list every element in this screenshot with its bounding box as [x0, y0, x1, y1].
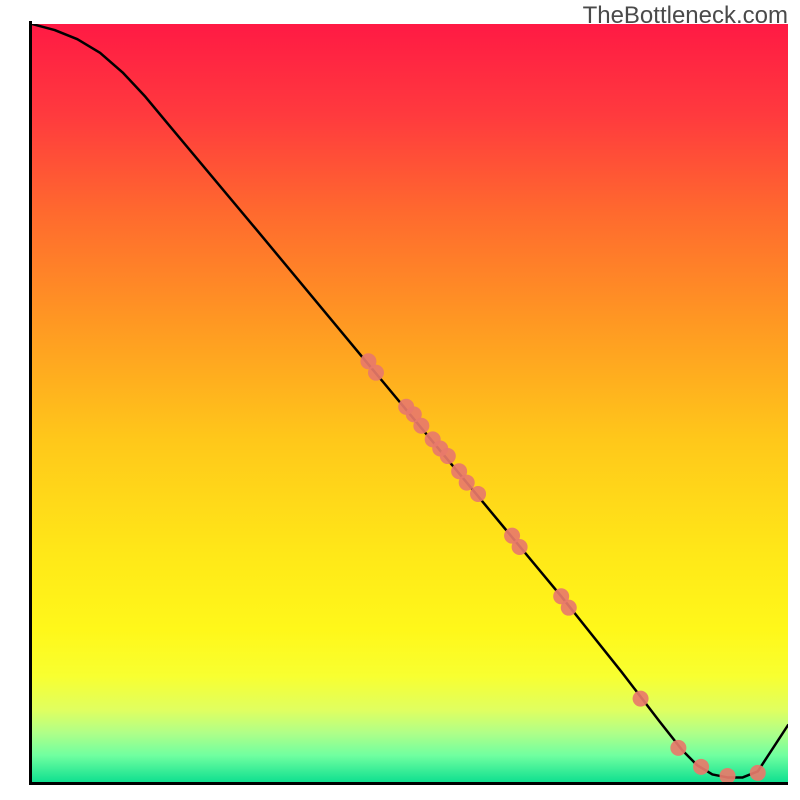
- bottleneck-chart: TheBottleneck.com: [0, 0, 800, 800]
- x-axis-line: [29, 782, 788, 785]
- plot-area: [32, 24, 788, 782]
- y-axis-line: [29, 21, 32, 782]
- watermark-text: TheBottleneck.com: [583, 2, 788, 30]
- gradient-background: [32, 24, 788, 782]
